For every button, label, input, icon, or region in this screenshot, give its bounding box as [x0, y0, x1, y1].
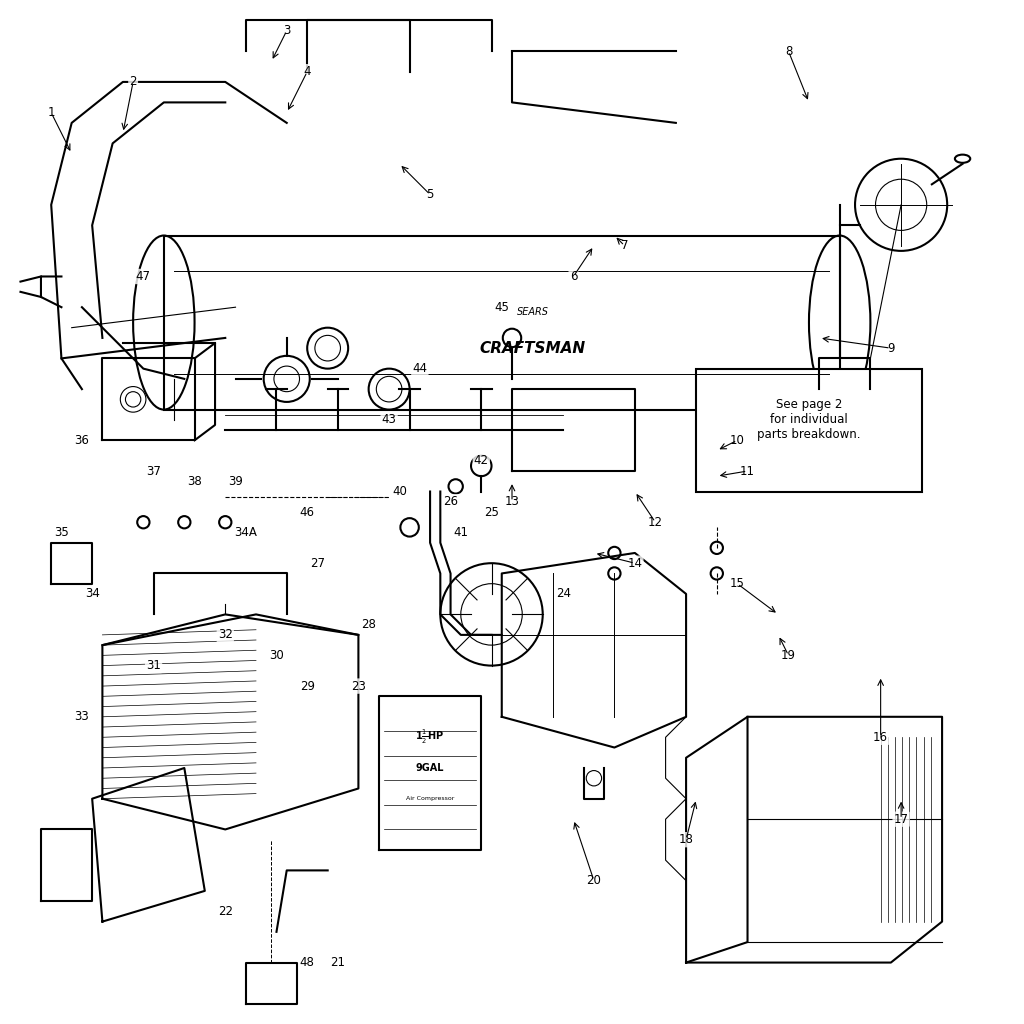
Text: 6: 6	[569, 270, 578, 283]
Text: 33: 33	[75, 711, 89, 723]
Text: 7: 7	[621, 240, 629, 252]
Text: 5: 5	[426, 188, 434, 201]
Text: 1: 1	[47, 106, 55, 119]
Text: See page 2
for individual
parts breakdown.: See page 2 for individual parts breakdow…	[757, 398, 861, 441]
Text: 42: 42	[474, 455, 488, 467]
Text: 46: 46	[300, 506, 314, 518]
Text: 9: 9	[887, 342, 895, 354]
Text: 37: 37	[146, 465, 161, 477]
Text: 26: 26	[443, 496, 458, 508]
Text: 24: 24	[556, 588, 570, 600]
Text: 32: 32	[218, 629, 232, 641]
Text: 22: 22	[218, 905, 232, 918]
Text: 23: 23	[351, 680, 366, 692]
Text: SEARS: SEARS	[516, 307, 549, 317]
Text: 12: 12	[648, 516, 663, 528]
Text: 35: 35	[54, 526, 69, 539]
Text: 13: 13	[505, 496, 519, 508]
Text: 16: 16	[873, 731, 888, 743]
Text: 29: 29	[300, 680, 314, 692]
Text: 11: 11	[740, 465, 755, 477]
Text: 31: 31	[146, 659, 161, 672]
Text: 38: 38	[187, 475, 202, 487]
Text: 3: 3	[283, 25, 291, 37]
Text: 1$\frac{1}{2}$HP: 1$\frac{1}{2}$HP	[416, 728, 444, 746]
Text: 21: 21	[331, 956, 345, 969]
Text: 36: 36	[75, 434, 89, 446]
Text: 41: 41	[454, 526, 468, 539]
Text: 30: 30	[269, 649, 284, 662]
Text: 15: 15	[730, 578, 744, 590]
Text: 27: 27	[310, 557, 325, 569]
Text: 44: 44	[413, 362, 427, 375]
Text: 19: 19	[781, 649, 796, 662]
Text: 47: 47	[136, 270, 151, 283]
Text: 34A: 34A	[234, 526, 257, 539]
Text: CRAFTSMAN: CRAFTSMAN	[479, 341, 586, 355]
Text: 9GAL: 9GAL	[416, 763, 444, 773]
Text: 2: 2	[129, 76, 137, 88]
Text: 4: 4	[303, 66, 311, 78]
Text: 14: 14	[628, 557, 642, 569]
Text: 8: 8	[784, 45, 793, 57]
Polygon shape	[164, 236, 840, 410]
Text: 28: 28	[361, 618, 376, 631]
Text: 39: 39	[228, 475, 243, 487]
Text: 10: 10	[730, 434, 744, 446]
Text: 40: 40	[392, 485, 407, 498]
Text: 20: 20	[587, 874, 601, 887]
Text: 25: 25	[484, 506, 499, 518]
Text: 34: 34	[85, 588, 99, 600]
Text: 45: 45	[495, 301, 509, 313]
Text: 18: 18	[679, 834, 693, 846]
Bar	[696, 369, 922, 492]
Text: Air Compressor: Air Compressor	[406, 797, 455, 801]
Text: 43: 43	[382, 414, 396, 426]
Text: 48: 48	[300, 956, 314, 969]
Text: 17: 17	[894, 813, 908, 825]
